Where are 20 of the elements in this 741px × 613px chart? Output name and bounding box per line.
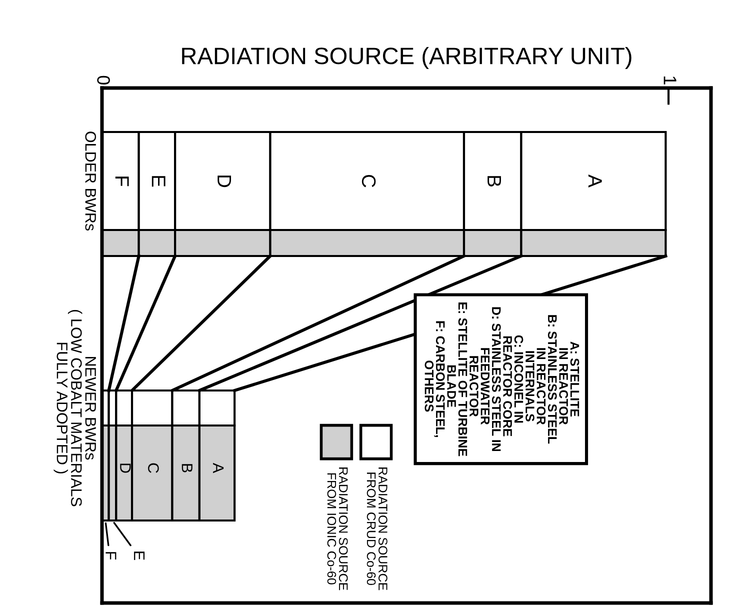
y-tick-label: NEWER BWRs ( LOW COBALT MATERIALS FULLY ADOPTED ) [54,310,96,506]
text: E [134,552,145,560]
legend-label: F [106,552,116,560]
x-tick-label: 0 [97,76,110,85]
annotation: RADIATION SOURCE FROM CRUD Co-60 [366,468,388,590]
series-label: A [213,462,224,474]
series-label: E [152,176,166,187]
text: A: STELLITE IN REACTOR B: STAINLESS STEEL IN REACTOR INTERNALS C: INCONEL IN REACTOR CORE D: STAINLESS STEEL IN FEEDWATER REACTOR E: STELLITE OF TURBINE BLADE F: CARBON STEEL, OTHERS [424,302,580,456]
series-label: B [182,464,192,472]
text: D [218,176,232,188]
series-label: C [148,463,159,473]
text: B [488,176,501,186]
x-axis-title: RADIATION SOURCE (ARBITRARY UNIT) [182,46,632,69]
series-label: D [120,464,131,473]
text: A [588,174,602,188]
x-tick-label: 1 [664,76,676,84]
text: C [362,174,376,188]
y-tick-label: OLDER BWRs [85,132,96,231]
text: F [115,176,129,186]
annotation: RADIATION SOURCE FROM IONIC Co-60 [327,468,348,590]
